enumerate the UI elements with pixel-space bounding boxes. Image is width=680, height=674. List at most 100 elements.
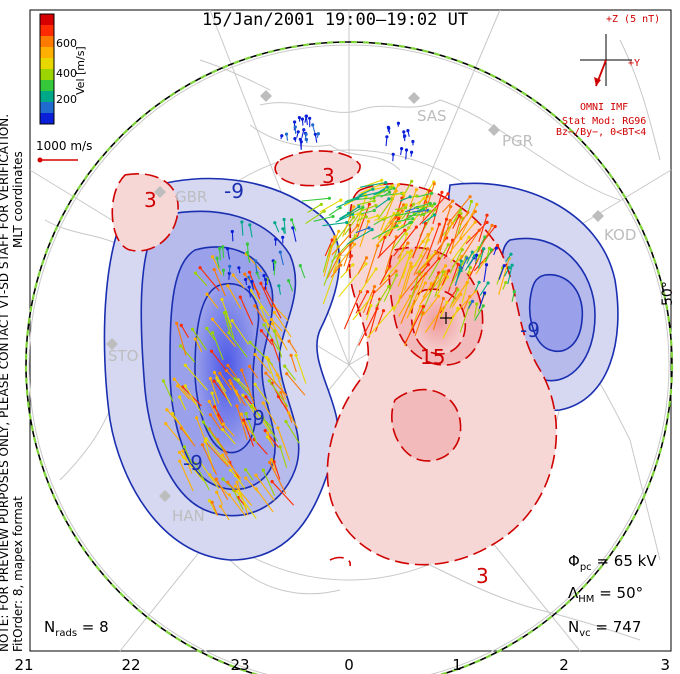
velocity-vector-origin [254,473,258,477]
velocity-vector-origin [441,296,445,301]
velocity-vector-origin [387,126,391,130]
mlt-tick-label: 0 [344,656,354,674]
velocity-vector-origin [493,224,497,229]
velocity-vector [483,264,488,283]
velocity-vector [241,221,244,236]
velocity-vector-origin [247,285,251,289]
velocity-vector-origin [272,329,276,333]
velocity-vector-origin [406,241,410,245]
velocity-vector [212,332,224,361]
velocity-vector-origin [403,228,407,232]
velocity-vector [345,255,352,273]
velocity-vector [428,244,449,280]
velocity-vector [435,275,446,292]
velocity-vector-origin [372,290,376,294]
velocity-vector [228,332,248,358]
velocity-vector-origin [445,300,449,304]
velocity-vector-origin [240,220,244,224]
velocity-vector-origin [236,378,240,382]
contour-label-negative: -9 [520,318,540,342]
mlt-tick-label: 2 [559,656,569,674]
velocity-vector [389,225,403,230]
velocity-vector-origin [356,196,360,200]
velocity-vector [358,188,374,197]
velocity-vector [216,257,220,269]
velocity-vector [408,271,420,308]
velocity-vector-origin [235,404,239,408]
velocity-vector-origin [415,194,419,198]
velocity-vector [439,302,448,319]
velocity-vector-origin [397,217,401,221]
velocity-vector-origin [267,379,271,383]
velocity-vector [206,328,216,341]
velocity-vector [365,305,372,321]
velocity-vector-origin [244,411,248,416]
velocity-vector [481,226,496,245]
velocity-vector [413,248,429,276]
velocity-vector [414,312,424,337]
velocity-vector-origin [443,273,447,277]
velocity-vector [323,246,339,286]
velocity-vector-origin [396,183,401,187]
velocity-vector-origin [448,218,452,223]
cross-polar-potential: Φpc = 65 kV [568,552,657,573]
velocity-vector-origin [394,269,398,273]
velocity-vector-origin [274,237,278,241]
velocity-vector [223,312,232,336]
velocity-vector-origin [276,426,280,430]
velocity-vector-origin [235,480,239,484]
velocity-vector [239,296,254,326]
velocity-vector-origin [402,191,406,195]
velocity-vector-origin [418,304,422,308]
velocity-vector [441,270,450,286]
velocity-vector-origin [477,280,481,284]
velocity-vector [407,213,424,217]
velocity-vector [402,252,411,279]
velocity-vector-origin [238,295,242,299]
velocity-vector-origin [372,285,377,289]
velocity-vector [271,459,277,472]
velocity-vector-origin [212,370,217,375]
velocity-vector [343,291,361,330]
velocity-vector-origin [297,116,301,120]
velocity-vector-origin [284,132,289,136]
velocity-vector-origin [430,191,434,195]
velocity-vector-origin [385,135,389,139]
velocity-vector [422,265,446,298]
velocity-vector-origin [495,243,500,247]
velocity-vector-origin [507,266,511,270]
velocity-vector-origin [396,211,400,215]
velocity-vector-origin [259,329,263,333]
velocity-vector-origin [308,116,312,120]
velocity-vector-origin [459,259,463,263]
velocity-vector [322,221,347,227]
velocity-vector [292,227,297,242]
velocity-vector [250,290,270,317]
velocity-vector [459,212,469,226]
velocity-vector [365,245,379,284]
velocity-vector-origin [266,431,270,435]
velocity-vector-origin [456,288,460,292]
velocity-vector [234,485,253,506]
velocity-vector [400,274,420,299]
velocity-vector-origin [380,178,384,182]
velocity-vector [417,234,429,250]
velocity-vector-origin [290,218,294,222]
velocity-vector [260,283,273,308]
velocity-vector-origin [333,235,337,239]
velocity-vector-origin [311,123,315,127]
velocity-vector-origin [446,243,450,247]
velocity-vector-origin [201,420,205,424]
velocity-vector-origin [289,353,293,357]
velocity-vector [210,414,222,430]
velocity-vector [465,222,488,245]
velocity-vector [235,391,242,404]
velocity-vector-origin [181,449,185,453]
velocity-vector-origin [215,490,219,494]
velocity-vector [398,233,408,265]
velocity-vector [213,380,229,401]
velocity-vector [173,378,197,406]
velocity-vector [222,429,236,445]
velocity-vector [339,212,349,220]
